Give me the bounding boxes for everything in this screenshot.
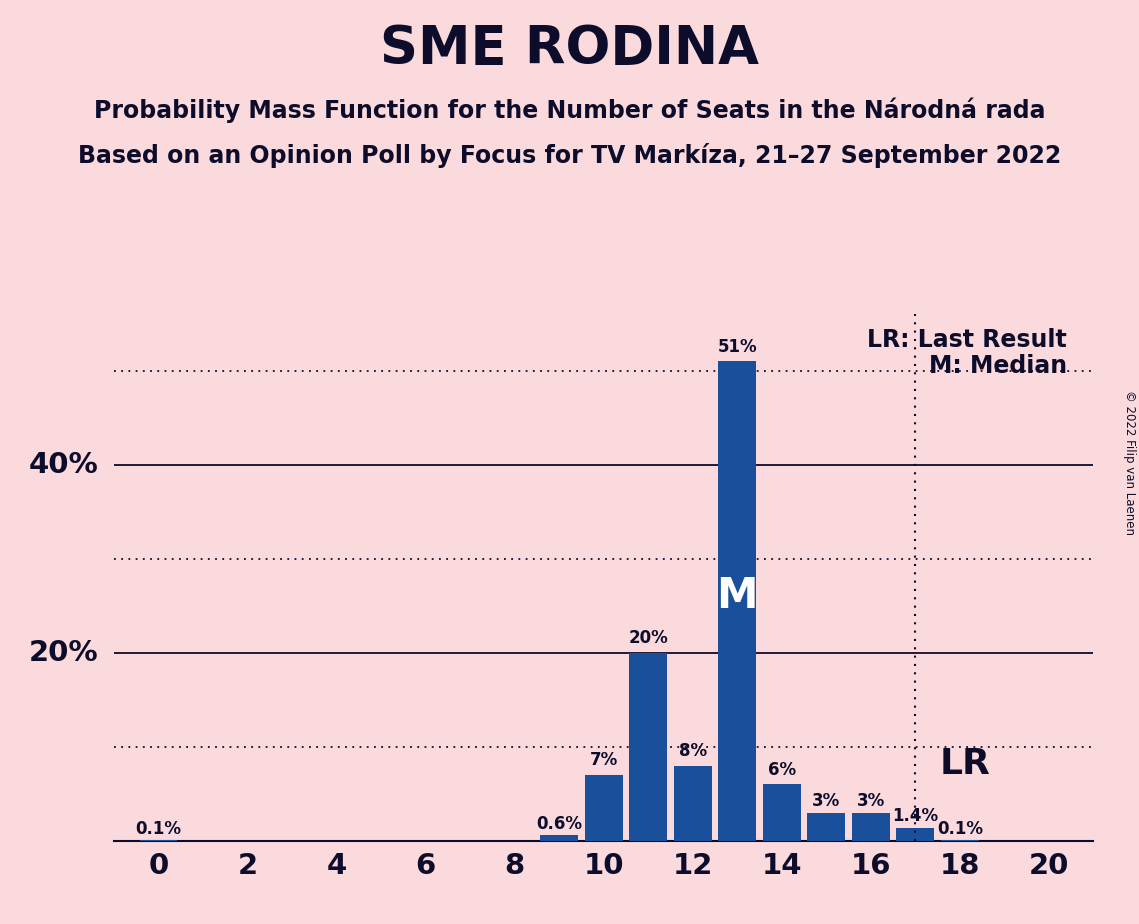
Text: 0.6%: 0.6% (536, 815, 582, 833)
Text: SME RODINA: SME RODINA (380, 23, 759, 75)
Bar (674, 766, 712, 841)
Text: 40%: 40% (28, 451, 98, 479)
Bar (629, 652, 667, 841)
Text: Based on an Opinion Poll by Focus for TV Markíza, 21–27 September 2022: Based on an Opinion Poll by Focus for TV… (77, 143, 1062, 168)
Text: 0.1%: 0.1% (937, 820, 983, 837)
Text: 20%: 20% (28, 638, 98, 667)
Text: 0.1%: 0.1% (136, 820, 181, 837)
Bar (540, 835, 579, 841)
Text: Probability Mass Function for the Number of Seats in the Národná rada: Probability Mass Function for the Number… (93, 97, 1046, 123)
Bar (896, 828, 934, 841)
Text: 8%: 8% (679, 742, 707, 760)
Text: 7%: 7% (590, 751, 617, 770)
Text: M: M (716, 576, 757, 617)
Bar (852, 812, 890, 841)
Bar (941, 840, 978, 841)
Text: 20%: 20% (629, 629, 669, 647)
Text: 3%: 3% (812, 792, 841, 810)
Bar (763, 784, 801, 841)
Text: LR: Last Result: LR: Last Result (867, 328, 1067, 352)
Bar (719, 361, 756, 841)
Text: © 2022 Filip van Laenen: © 2022 Filip van Laenen (1123, 390, 1137, 534)
Bar (808, 812, 845, 841)
Text: 3%: 3% (857, 792, 885, 810)
Bar (584, 775, 623, 841)
Text: 1.4%: 1.4% (892, 808, 939, 825)
Text: 6%: 6% (768, 760, 796, 779)
Text: M: Median: M: Median (928, 354, 1067, 378)
Bar (139, 840, 178, 841)
Text: LR: LR (940, 747, 991, 781)
Text: 51%: 51% (718, 337, 757, 356)
